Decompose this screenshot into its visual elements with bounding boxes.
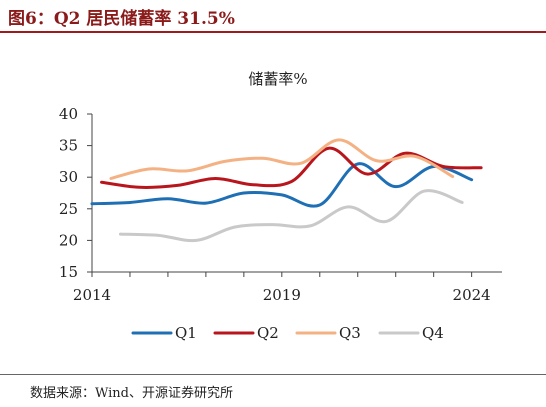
savings-rate-chart: 储蓄率% 15 20 25 30 35 40 2014 2019 2024 Q1 Q2 Q3 Q4 <box>59 70 502 342</box>
y-tick-label: 15 <box>59 263 78 281</box>
x-tick-label: 2019 <box>263 286 301 304</box>
series-lines <box>90 138 483 243</box>
y-tick-label: 40 <box>59 105 78 123</box>
x-tick-label: 2014 <box>73 286 111 304</box>
y-tick-label: 20 <box>59 231 78 249</box>
legend-label-q4: Q4 <box>422 324 444 342</box>
legend-label-q1: Q1 <box>175 324 197 342</box>
x-axis-ticks: 2014 2019 2024 <box>73 272 491 304</box>
source-note: 数据来源：Wind、开源证券研究所 <box>30 386 233 401</box>
series-line-q3 <box>109 138 455 180</box>
y-axis-ticks: 15 20 25 30 35 40 <box>59 105 92 281</box>
chart-legend: Q1 Q2 Q3 Q4 <box>131 324 444 342</box>
legend-label-q2: Q2 <box>257 324 279 342</box>
series-line-q4 <box>118 189 464 243</box>
series-line-q2 <box>99 146 483 189</box>
y-tick-label: 30 <box>59 168 78 186</box>
legend-label-q3: Q3 <box>339 324 361 342</box>
series-line-q1 <box>90 162 474 208</box>
x-tick-label: 2024 <box>453 286 491 304</box>
title-rule <box>0 31 546 33</box>
figure-title: 图6：Q2 居民储蓄率 31.5% <box>8 9 235 29</box>
y-tick-label: 25 <box>59 200 78 218</box>
footer-rule <box>0 374 546 375</box>
chart-title: 储蓄率% <box>248 70 307 88</box>
y-tick-label: 35 <box>59 137 78 155</box>
